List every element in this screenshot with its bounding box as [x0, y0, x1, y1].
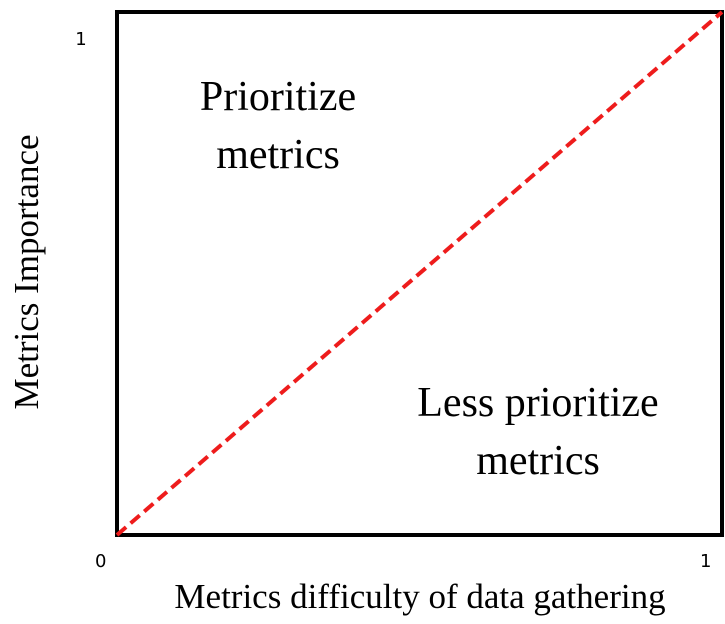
x-tick-label: 0: [95, 551, 106, 572]
x-axis-label: Metrics difficulty of data gathering: [174, 577, 665, 616]
annotation: Prioritize metrics: [199, 74, 357, 178]
y-tick-label: 1: [75, 29, 86, 50]
plot-frame: [115, 10, 724, 537]
x-tick-label: 1: [700, 551, 711, 572]
trend-line: [115, 10, 724, 537]
y-axis-label: Metrics Importance: [7, 134, 46, 409]
annotation: Less prioritize metrics: [417, 380, 659, 484]
